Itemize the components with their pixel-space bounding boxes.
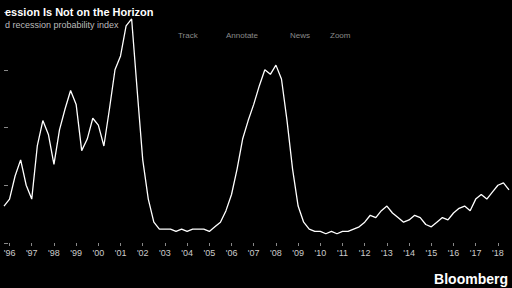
svg-text:'17: '17 — [470, 248, 482, 258]
svg-text:'07: '07 — [248, 248, 260, 258]
svg-text:'14: '14 — [403, 248, 415, 258]
svg-text:'99: '99 — [70, 248, 82, 258]
svg-text:'10: '10 — [314, 248, 326, 258]
svg-text:Zoom: Zoom — [330, 31, 351, 40]
svg-text:'03: '03 — [159, 248, 171, 258]
svg-text:ession Is Not on the Horizon: ession Is Not on the Horizon — [5, 6, 154, 18]
svg-text:'96: '96 — [4, 248, 16, 258]
svg-text:'09: '09 — [292, 248, 304, 258]
svg-text:'05: '05 — [203, 248, 215, 258]
svg-text:'12: '12 — [359, 248, 371, 258]
svg-text:'06: '06 — [226, 248, 238, 258]
svg-text:'00: '00 — [92, 248, 104, 258]
svg-text:'08: '08 — [270, 248, 282, 258]
svg-text:'11: '11 — [337, 248, 348, 258]
svg-text:'98: '98 — [48, 248, 60, 258]
svg-text:'01: '01 — [115, 248, 127, 258]
svg-text:'97: '97 — [26, 248, 38, 258]
svg-text:'16: '16 — [448, 248, 460, 258]
svg-text:'02: '02 — [137, 248, 149, 258]
svg-text:'15: '15 — [425, 248, 437, 258]
svg-text:News: News — [290, 31, 310, 40]
svg-text:Bloomberg: Bloomberg — [434, 271, 508, 287]
svg-text:Annotate: Annotate — [226, 31, 259, 40]
svg-text:'18: '18 — [492, 248, 504, 258]
svg-text:'13: '13 — [381, 248, 393, 258]
svg-text:'04: '04 — [181, 248, 193, 258]
svg-text:d recession probability index: d recession probability index — [5, 20, 119, 30]
svg-text:Track: Track — [178, 31, 199, 40]
